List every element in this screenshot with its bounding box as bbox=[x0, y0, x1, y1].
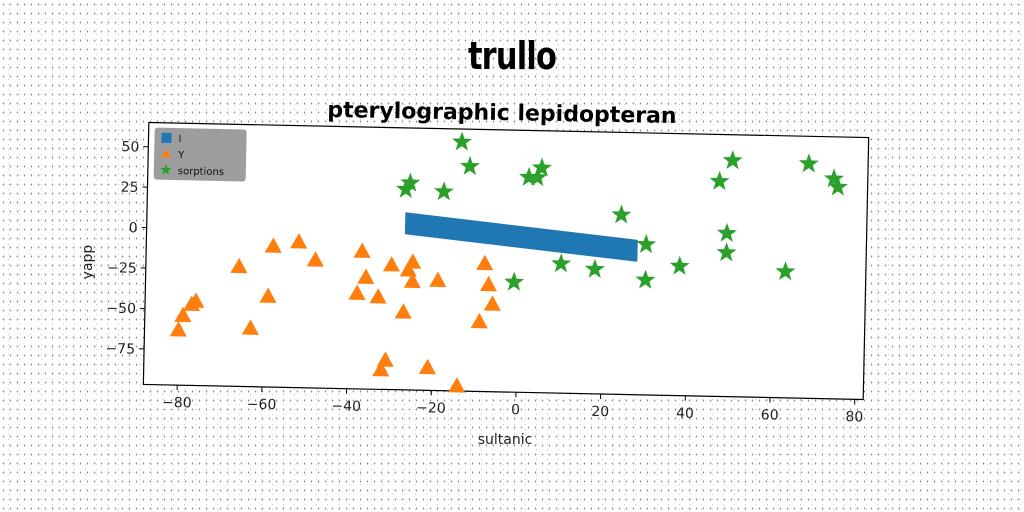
series-sorptions-point bbox=[716, 222, 737, 242]
x-tick-label: 80 bbox=[845, 409, 863, 425]
series-y-point bbox=[348, 284, 366, 300]
y-tick-label: 50 bbox=[121, 139, 139, 155]
series-y-point bbox=[369, 288, 387, 304]
series-y-point bbox=[241, 319, 259, 335]
series-y-point bbox=[394, 303, 412, 319]
series-y-point bbox=[264, 237, 282, 253]
series-y-point bbox=[357, 268, 375, 284]
series-sorptions-point bbox=[716, 242, 737, 262]
series-sorptions-point bbox=[823, 168, 844, 188]
series-sorptions-point bbox=[551, 253, 572, 273]
y-tick-label: −25 bbox=[107, 260, 137, 277]
x-tick-label: 20 bbox=[591, 404, 609, 420]
legend-label: sorptions bbox=[178, 166, 224, 178]
x-tick-label: −60 bbox=[247, 397, 277, 414]
series-y-point bbox=[476, 254, 494, 271]
chart-axes: −80 −60 −40 −20 0 20 40 60 80 50 25 0 −25 −50 −75 bbox=[105, 139, 863, 425]
series-sorptions-point bbox=[611, 204, 632, 224]
chart-marks bbox=[169, 131, 849, 393]
series-sorptions-point bbox=[635, 269, 656, 289]
series-sorptions-point bbox=[451, 131, 472, 151]
legend-label: Y bbox=[177, 150, 185, 161]
figure-suptitle: trullo bbox=[467, 34, 557, 78]
series-sorptions-point bbox=[722, 150, 743, 170]
series-sorptions-point bbox=[400, 172, 421, 192]
series-sorptions-point bbox=[504, 271, 525, 291]
series-sorptions-point bbox=[531, 157, 552, 177]
series-y-point bbox=[187, 292, 205, 308]
series-y-point bbox=[470, 312, 488, 329]
series-y-point bbox=[382, 256, 400, 272]
series-y-point bbox=[290, 233, 308, 249]
series-sorptions-point bbox=[669, 255, 690, 275]
y-tick-label: −50 bbox=[106, 301, 136, 318]
series-y-point bbox=[448, 377, 466, 393]
x-axis-label: sultanic bbox=[478, 432, 533, 448]
legend-swatch bbox=[160, 163, 172, 175]
series-y-point bbox=[404, 253, 422, 269]
series-y-point bbox=[230, 257, 248, 274]
y-tick-label: 25 bbox=[120, 180, 138, 196]
legend-swatch bbox=[161, 148, 171, 158]
series-sorptions-point bbox=[798, 153, 819, 173]
series-y-point bbox=[353, 242, 371, 258]
series-sorptions-point bbox=[584, 258, 605, 278]
series-sorptions-point bbox=[519, 166, 540, 186]
x-tick-label: −20 bbox=[416, 400, 446, 417]
y-tick-label: −75 bbox=[105, 341, 135, 358]
y-tick-label: 0 bbox=[129, 220, 138, 236]
x-tick-label: 0 bbox=[511, 402, 520, 418]
x-tick-label: −80 bbox=[162, 395, 192, 412]
series-y-point bbox=[483, 295, 501, 311]
chart-title: pterylographic lepidopteran bbox=[327, 98, 677, 129]
series-y-point bbox=[306, 251, 324, 267]
series-sorptions-point bbox=[709, 170, 730, 190]
series-y-point bbox=[372, 360, 390, 377]
series-sorptions-point bbox=[527, 167, 548, 187]
plot-area bbox=[142, 121, 870, 401]
series-y-point bbox=[479, 275, 497, 292]
series-y-point bbox=[403, 272, 421, 289]
series-y-point bbox=[376, 351, 394, 367]
series-y-point bbox=[429, 271, 447, 288]
series-y-point bbox=[169, 321, 187, 337]
x-tick-label: 40 bbox=[676, 406, 694, 422]
x-tick-label: −40 bbox=[331, 398, 361, 415]
legend-box bbox=[153, 127, 247, 182]
series-l-band bbox=[404, 212, 638, 262]
series-sorptions-point bbox=[636, 234, 657, 254]
series-y-point bbox=[174, 306, 192, 323]
series-sorptions-point bbox=[434, 181, 455, 201]
series-y-point bbox=[259, 287, 277, 303]
y-axis-label: yapp bbox=[80, 245, 96, 280]
legend-swatch bbox=[161, 132, 172, 143]
x-tick-label: 60 bbox=[761, 407, 779, 423]
series-sorptions-point bbox=[775, 261, 796, 281]
series-sorptions-point bbox=[459, 155, 480, 176]
legend-label: l bbox=[178, 134, 181, 145]
series-sorptions-point bbox=[828, 176, 849, 196]
series-y-point bbox=[418, 358, 436, 375]
